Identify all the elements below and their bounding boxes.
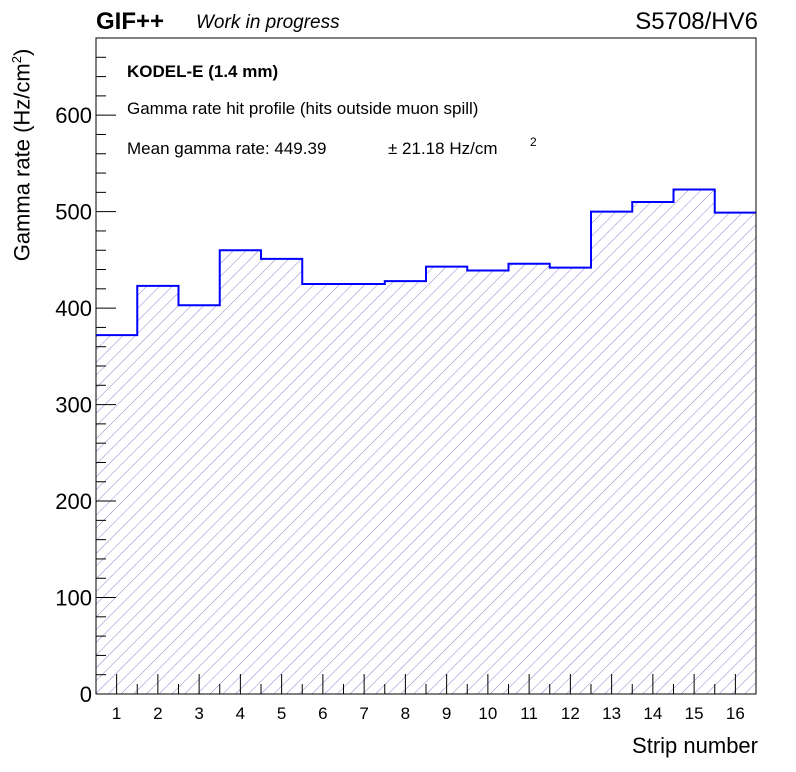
y-tick-label: 0: [80, 682, 92, 707]
x-axis-label: Strip number: [632, 733, 758, 758]
y-tick-label: 300: [55, 393, 92, 418]
x-tick-label: 13: [602, 704, 621, 723]
y-tick-label: 100: [55, 586, 92, 611]
histogram-bin-5: [261, 258, 303, 694]
histogram-bin-2: [137, 285, 179, 694]
y-tick-label: 600: [55, 103, 92, 128]
mean-error-label: ± 21.18 Hz/cm: [388, 139, 497, 158]
histogram-bin-11: [508, 263, 550, 694]
x-tick-label: 9: [442, 704, 451, 723]
detector-label: KODEL-E (1.4 mm): [127, 62, 278, 81]
histogram-bin-14: [632, 202, 674, 694]
x-tick-label: 10: [478, 704, 497, 723]
x-tick-label: 16: [726, 704, 745, 723]
x-tick-label: 1: [112, 704, 121, 723]
histogram-bin-4: [219, 250, 261, 694]
histogram-bin-13: [591, 211, 633, 694]
histogram-bin-10: [467, 270, 509, 694]
x-tick-label: 3: [194, 704, 203, 723]
x-tick-label: 5: [277, 704, 286, 723]
brand-label: GIF++: [96, 8, 165, 35]
histogram-bin-8: [384, 281, 426, 694]
x-tick-label: 14: [643, 704, 662, 723]
mean-exponent-label: 2: [530, 135, 537, 149]
histogram-step-line: [96, 188, 756, 337]
histogram-bin-9: [426, 266, 468, 694]
histogram-bin-12: [549, 267, 591, 694]
histogram-bin-6: [302, 284, 344, 694]
x-tick-label: 12: [561, 704, 580, 723]
x-tick-label: 6: [318, 704, 327, 723]
y-tick-label: 200: [55, 489, 92, 514]
x-tick-label: 15: [685, 704, 704, 723]
x-tick-label: 7: [359, 704, 368, 723]
x-tick-label: 4: [236, 704, 245, 723]
mean-rate-label: Mean gamma rate: 449.39: [127, 139, 326, 158]
histogram-bin-3: [178, 305, 220, 694]
description-label: Gamma rate hit profile (hits outside muo…: [127, 99, 478, 118]
histogram-bin-15: [673, 189, 715, 695]
histogram-bin-7: [343, 284, 385, 694]
status-subtitle: Work in progress: [196, 12, 340, 33]
y-tick-label: 400: [55, 296, 92, 321]
run-label: S5708/HV6: [635, 8, 758, 35]
x-tick-label: 8: [401, 704, 410, 723]
plot-frame: [95, 37, 757, 695]
y-tick-label: 500: [55, 200, 92, 225]
x-tick-label: 2: [153, 704, 162, 723]
histogram-bin-1: [96, 335, 138, 694]
x-tick-label: 11: [520, 704, 538, 723]
histogram-bin-16: [714, 212, 756, 695]
